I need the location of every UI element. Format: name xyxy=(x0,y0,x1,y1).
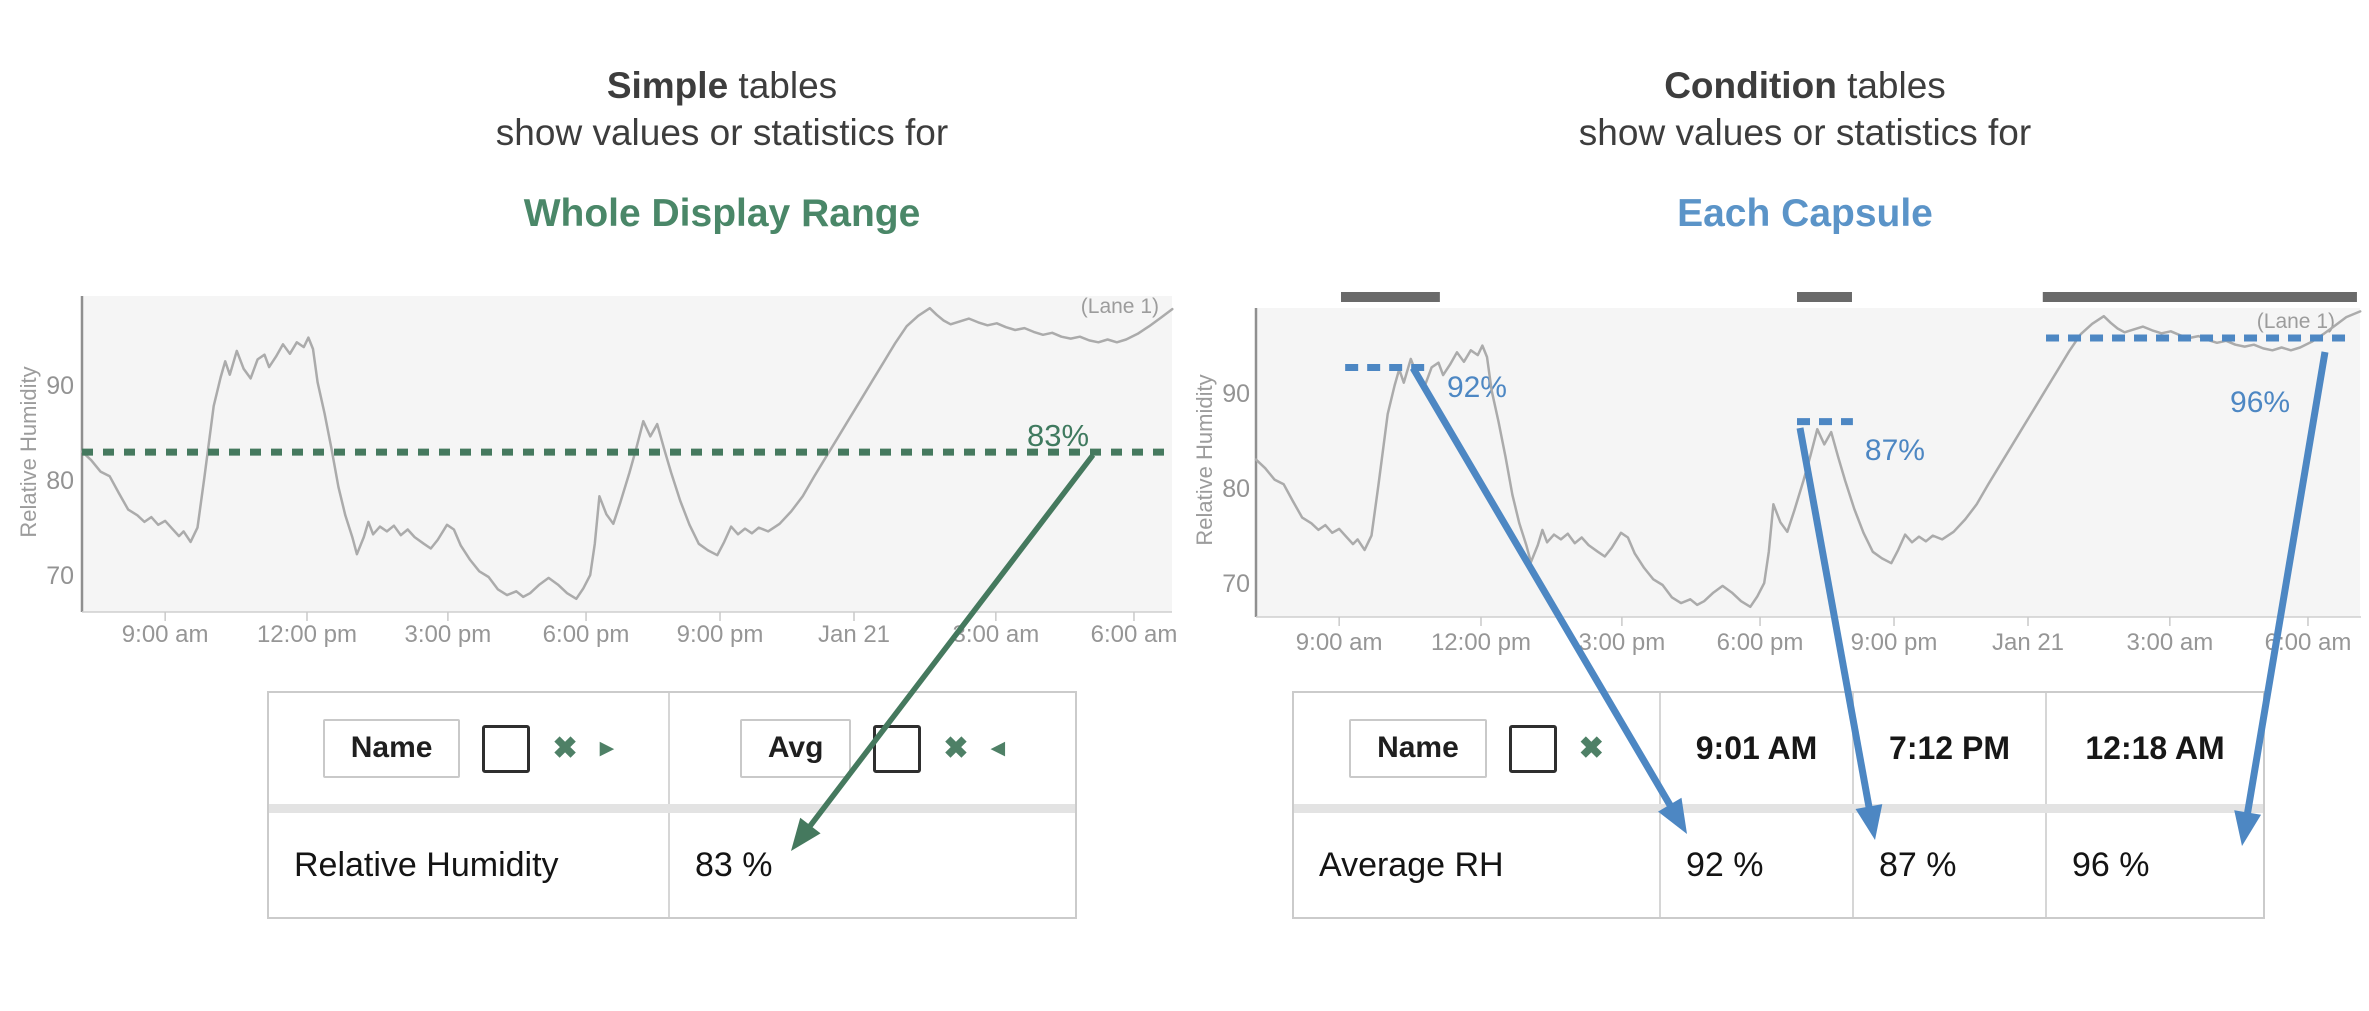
condition-table-header-separator xyxy=(1294,804,2263,813)
avg-column-header-button[interactable]: Avg xyxy=(739,719,852,778)
capsule-1-header-cell: 9:01 AM xyxy=(1659,693,1852,804)
x-tick-label: 3:00 pm xyxy=(1578,629,1666,656)
y-tick-label: 90 xyxy=(46,372,74,400)
left-title-line1: Simple tables xyxy=(322,62,1122,109)
left-title-highlight: Whole Display Range xyxy=(523,192,921,235)
x-tick-label: 6:00 am xyxy=(2264,629,2352,656)
right-title-line1: Condition tables xyxy=(1405,62,2205,109)
x-tick-label: 3:00 am xyxy=(952,621,1040,648)
right-title-bold-word: Condition xyxy=(1664,65,1837,106)
name-column-header-button[interactable]: Name xyxy=(1349,719,1487,778)
move-name-column-right-icon[interactable]: ▶ xyxy=(599,738,615,759)
move-avg-column-left-icon[interactable]: ◀ xyxy=(990,738,1006,759)
right-lane-label: (Lane 1) xyxy=(2256,310,2335,333)
condition-table: Name ✖ 9:01 AM 7:12 PM 12:18 AM Average … xyxy=(1292,691,2265,919)
simple-table: Name ✖ ▶ Avg ✖ ◀ Relative Humidity 83 % xyxy=(267,691,1077,919)
capsule-bar xyxy=(1341,292,1440,302)
y-tick-label: 70 xyxy=(1222,570,1250,598)
remove-avg-column-icon[interactable]: ✖ xyxy=(943,731,969,765)
capsule-bar xyxy=(1797,292,1852,302)
simple-table-header-row: Name ✖ ▶ Avg ✖ ◀ xyxy=(269,693,1075,804)
remove-name-column-icon[interactable]: ✖ xyxy=(1578,731,1604,765)
remove-name-column-icon[interactable]: ✖ xyxy=(552,731,578,765)
stat-annotation-label: 92% xyxy=(1446,371,1507,405)
x-tick-label: 9:00 am xyxy=(1295,629,1383,656)
condition-table-data-row: Average RH 92 % 87 % 96 % xyxy=(1294,813,2263,917)
capsule-3-value-cell: 96 % xyxy=(2045,813,2263,917)
stat-annotation-label: 87% xyxy=(1864,433,1925,467)
name-column-checkbox[interactable] xyxy=(482,724,531,773)
y-tick-label: 80 xyxy=(46,467,74,495)
stat-annotation-label: 96% xyxy=(2230,386,2291,419)
right-title-rest: tables xyxy=(1836,65,1946,106)
left-title-rest: tables xyxy=(728,65,838,106)
right-chart-plot-area[interactable] xyxy=(1256,308,2360,617)
capsule-3-header-cell: 12:18 AM xyxy=(2045,693,2263,804)
simple-table-signal-name-cell: Relative Humidity xyxy=(294,845,559,884)
x-tick-label: Jan 21 xyxy=(1991,629,2065,656)
condition-table-signal-name-cell: Average RH xyxy=(1319,845,1504,884)
right-title-line2: show values or statistics for xyxy=(1578,112,2032,153)
y-tick-label: 90 xyxy=(1222,380,1250,408)
condition-table-name-header-cell: Name ✖ xyxy=(1294,693,1659,804)
simple-table-name-header-cell: Name ✖ ▶ xyxy=(269,693,668,804)
left-chart-plot-area[interactable] xyxy=(82,296,1172,612)
right-title-highlight: Each Capsule xyxy=(1677,192,1933,235)
condition-table-header-row: Name ✖ 9:01 AM 7:12 PM 12:18 AM xyxy=(1294,693,2263,804)
left-lane-label: (Lane 1) xyxy=(1080,295,1159,318)
x-tick-label: Jan 21 xyxy=(817,621,891,648)
left-title-bold-word: Simple xyxy=(606,65,729,106)
y-tick-label: 70 xyxy=(46,562,74,590)
x-tick-label: 6:00 pm xyxy=(542,621,630,648)
stat-annotation-label: 83% xyxy=(1027,418,1090,454)
capsule-bar xyxy=(2042,292,2357,302)
avg-column-checkbox[interactable] xyxy=(873,724,922,773)
simple-table-data-row: Relative Humidity 83 % xyxy=(269,813,1075,917)
simple-table-header-separator xyxy=(269,804,1075,813)
x-tick-label: 6:00 pm xyxy=(1716,629,1804,656)
x-tick-label: 12:00 pm xyxy=(1430,629,1532,656)
x-tick-label: 9:00 pm xyxy=(676,621,764,648)
y-tick-label: 80 xyxy=(1222,475,1250,503)
x-tick-label: 9:00 am xyxy=(121,621,209,648)
right-panel-title: Condition tables show values or statisti… xyxy=(1405,62,2205,239)
name-column-checkbox[interactable] xyxy=(1508,724,1557,773)
name-column-header-button[interactable]: Name xyxy=(322,719,461,778)
simple-table-avg-header-cell: Avg ✖ ◀ xyxy=(668,693,1075,804)
x-tick-label: 9:00 pm xyxy=(1850,629,1938,656)
simple-table-avg-value-cell: 83 % xyxy=(668,813,1075,917)
capsule-2-header-cell: 7:12 PM xyxy=(1852,693,2045,804)
capsule-2-value-cell: 87 % xyxy=(1852,813,2045,917)
x-tick-label: 3:00 am xyxy=(2126,629,2214,656)
left-title-line2: show values or statistics for xyxy=(495,112,949,153)
x-tick-label: 3:00 pm xyxy=(404,621,492,648)
capsule-1-value-cell: 92 % xyxy=(1659,813,1852,917)
x-tick-label: 6:00 am xyxy=(1090,621,1178,648)
x-tick-label: 12:00 pm xyxy=(256,621,358,648)
left-panel-title: Simple tables show values or statistics … xyxy=(322,62,1122,239)
